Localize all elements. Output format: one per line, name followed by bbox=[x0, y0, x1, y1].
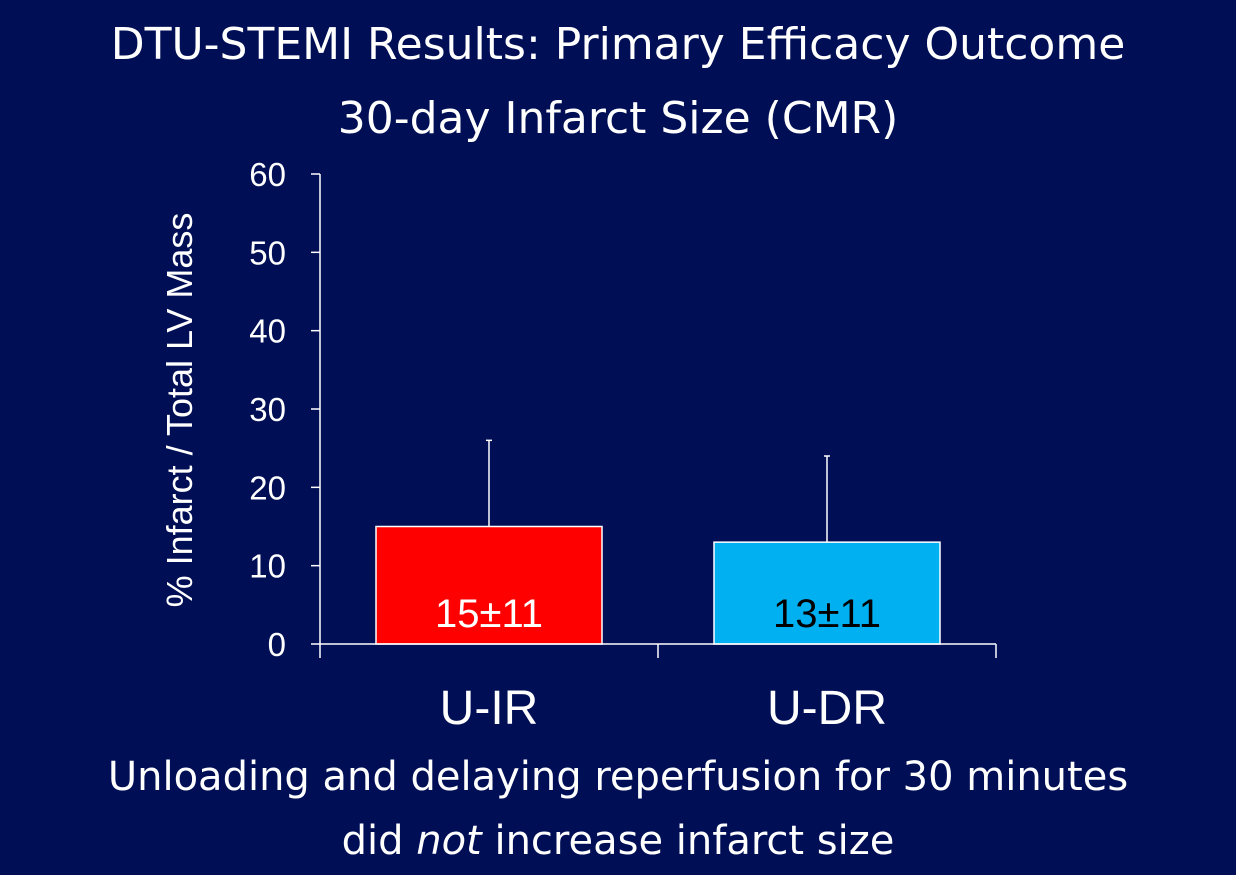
slide-title: DTU-STEMI Results: Primary Efficacy Outc… bbox=[110, 19, 1126, 70]
y-tick-label: 10 bbox=[249, 548, 286, 585]
slide-subtitle: 30-day Infarct Size (CMR) bbox=[337, 93, 899, 144]
caption-text-after: increase infarct size bbox=[481, 818, 895, 864]
y-axis-label: % Infarct / Total LV Mass bbox=[159, 213, 200, 608]
caption-text-before: did bbox=[341, 818, 417, 864]
bar-u-dr bbox=[713, 541, 941, 645]
caption-line-2: did not increase infarct size bbox=[0, 816, 1236, 866]
y-tick-label: 30 bbox=[249, 391, 286, 428]
x-tick-label-u-dr: U-DR bbox=[767, 682, 887, 735]
y-tick-label: 60 bbox=[249, 156, 286, 193]
y-tick-label: 50 bbox=[249, 234, 286, 271]
data-label-u-ir: 15±11 bbox=[435, 592, 543, 636]
x-tick-label-u-ir: U-IR bbox=[440, 682, 539, 735]
caption-line-1: Unloading and delaying reperfusion for 3… bbox=[107, 754, 1129, 800]
caption-emphasis: not bbox=[416, 818, 482, 864]
data-label-u-dr: 13±11 bbox=[773, 592, 881, 636]
y-tick-label: 0 bbox=[268, 626, 286, 663]
y-tick-label: 40 bbox=[249, 313, 286, 350]
y-tick-label: 20 bbox=[249, 469, 286, 506]
